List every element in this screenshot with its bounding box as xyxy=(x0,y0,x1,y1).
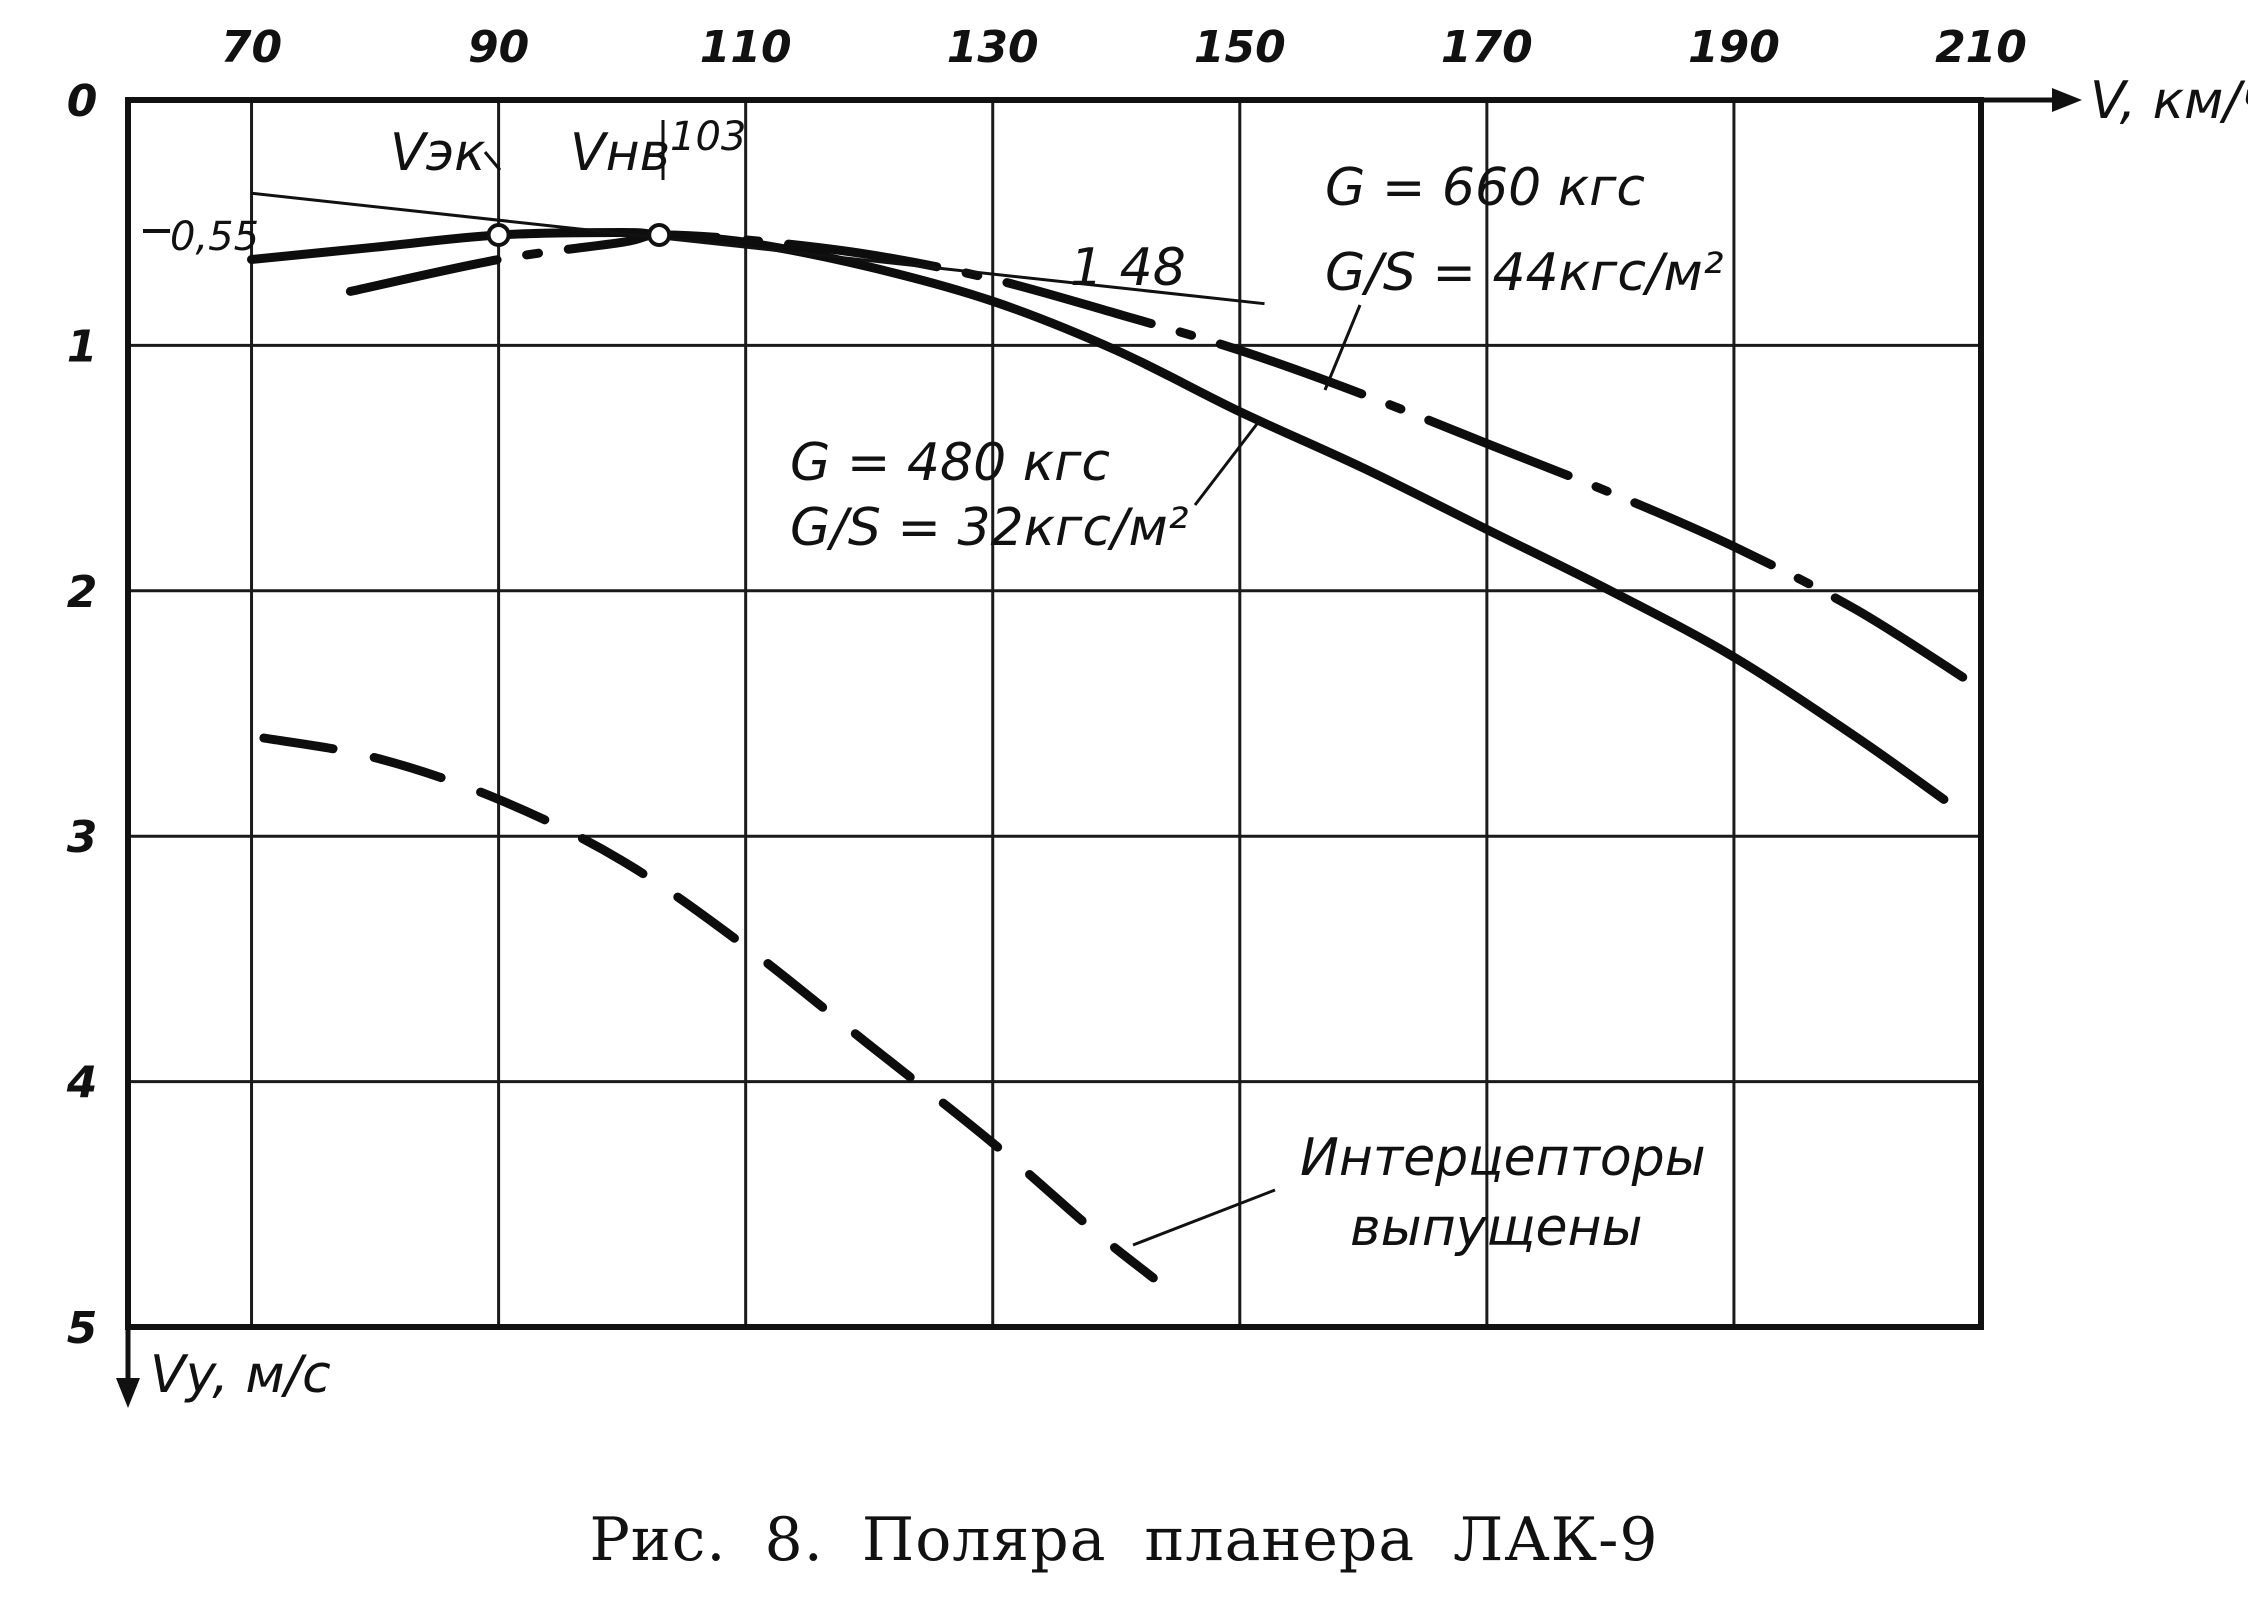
annotation-ratio: 1 48 xyxy=(1070,238,1186,298)
spoilers-leader xyxy=(1132,1188,1276,1247)
y-axis-arrow-icon xyxy=(116,1378,140,1408)
grid xyxy=(128,100,1981,1327)
labels-layer: 70 90 110 130 150 170 190 210 0 1 2 3 4 5 V, км/ч Vy, м… xyxy=(66,22,2248,1405)
series-line-solid xyxy=(247,228,1949,804)
x-tick-label: 190 xyxy=(1688,22,1780,73)
tangent-line xyxy=(251,191,1265,306)
axes xyxy=(116,88,2082,1408)
y-tick-label: 1 xyxy=(67,321,98,372)
series-line-dash-dot xyxy=(345,230,1986,694)
x-tick-label: 70 xyxy=(221,22,282,73)
x-tick-label: 90 xyxy=(468,22,529,73)
figure-caption: Рис. 8. Поляра планера ЛАК-9 xyxy=(589,1505,1659,1575)
y-tick-label: 3 xyxy=(67,812,98,863)
x-tick-label: 110 xyxy=(700,22,792,73)
annotation-heavy-loading: G/S = 44кгс/м² xyxy=(1325,243,1724,303)
light-leader xyxy=(1193,419,1262,506)
x-axis-arrow-icon xyxy=(2052,88,2082,112)
annotation-heavy-weight: G = 660 кгс xyxy=(1325,158,1645,218)
series-line-dashed xyxy=(259,733,1158,1283)
x-tick-label: 130 xyxy=(947,22,1039,73)
heavy-leader xyxy=(1323,304,1362,391)
plot-frame xyxy=(125,97,1984,1330)
y-axis-title: Vy, м/с xyxy=(150,1345,331,1405)
annotation-vnv: Vнв xyxy=(570,123,670,183)
annotation-0-55: 0,55 xyxy=(170,214,259,260)
x-tick-label: 150 xyxy=(1194,22,1286,73)
annotation-103: 103 xyxy=(670,114,746,160)
annotation-spoilers-1: Интерцепторы xyxy=(1300,1128,1706,1188)
x-tick-label: 170 xyxy=(1441,22,1533,73)
annotation-vek: Vэк xyxy=(390,123,486,183)
polar-chart: 70 90 110 130 150 170 190 210 0 1 2 3 4 5 V, км/ч Vy, м… xyxy=(66,22,2248,1408)
annotation-light-weight: G = 480 кгс xyxy=(790,433,1110,493)
marks-layer xyxy=(143,120,1362,1247)
y-tick-label: 0 xyxy=(67,76,98,127)
annotation-light-loading: G/S = 32кгс/м² xyxy=(790,498,1189,558)
y-tick-label: 2 xyxy=(67,567,98,618)
x-axis-title: V, км/ч xyxy=(2090,71,2248,131)
y-tick-label: 5 xyxy=(67,1303,98,1354)
point-marker-90 xyxy=(486,222,511,247)
vek-leader xyxy=(483,151,502,171)
x-tick-label: 210 xyxy=(1935,22,2027,73)
y-tick-label: 4 xyxy=(66,1058,98,1109)
annotation-spoilers-2: выпущены xyxy=(1350,1198,1643,1258)
point-marker-103 xyxy=(647,222,672,247)
series-layer xyxy=(247,228,1986,1283)
